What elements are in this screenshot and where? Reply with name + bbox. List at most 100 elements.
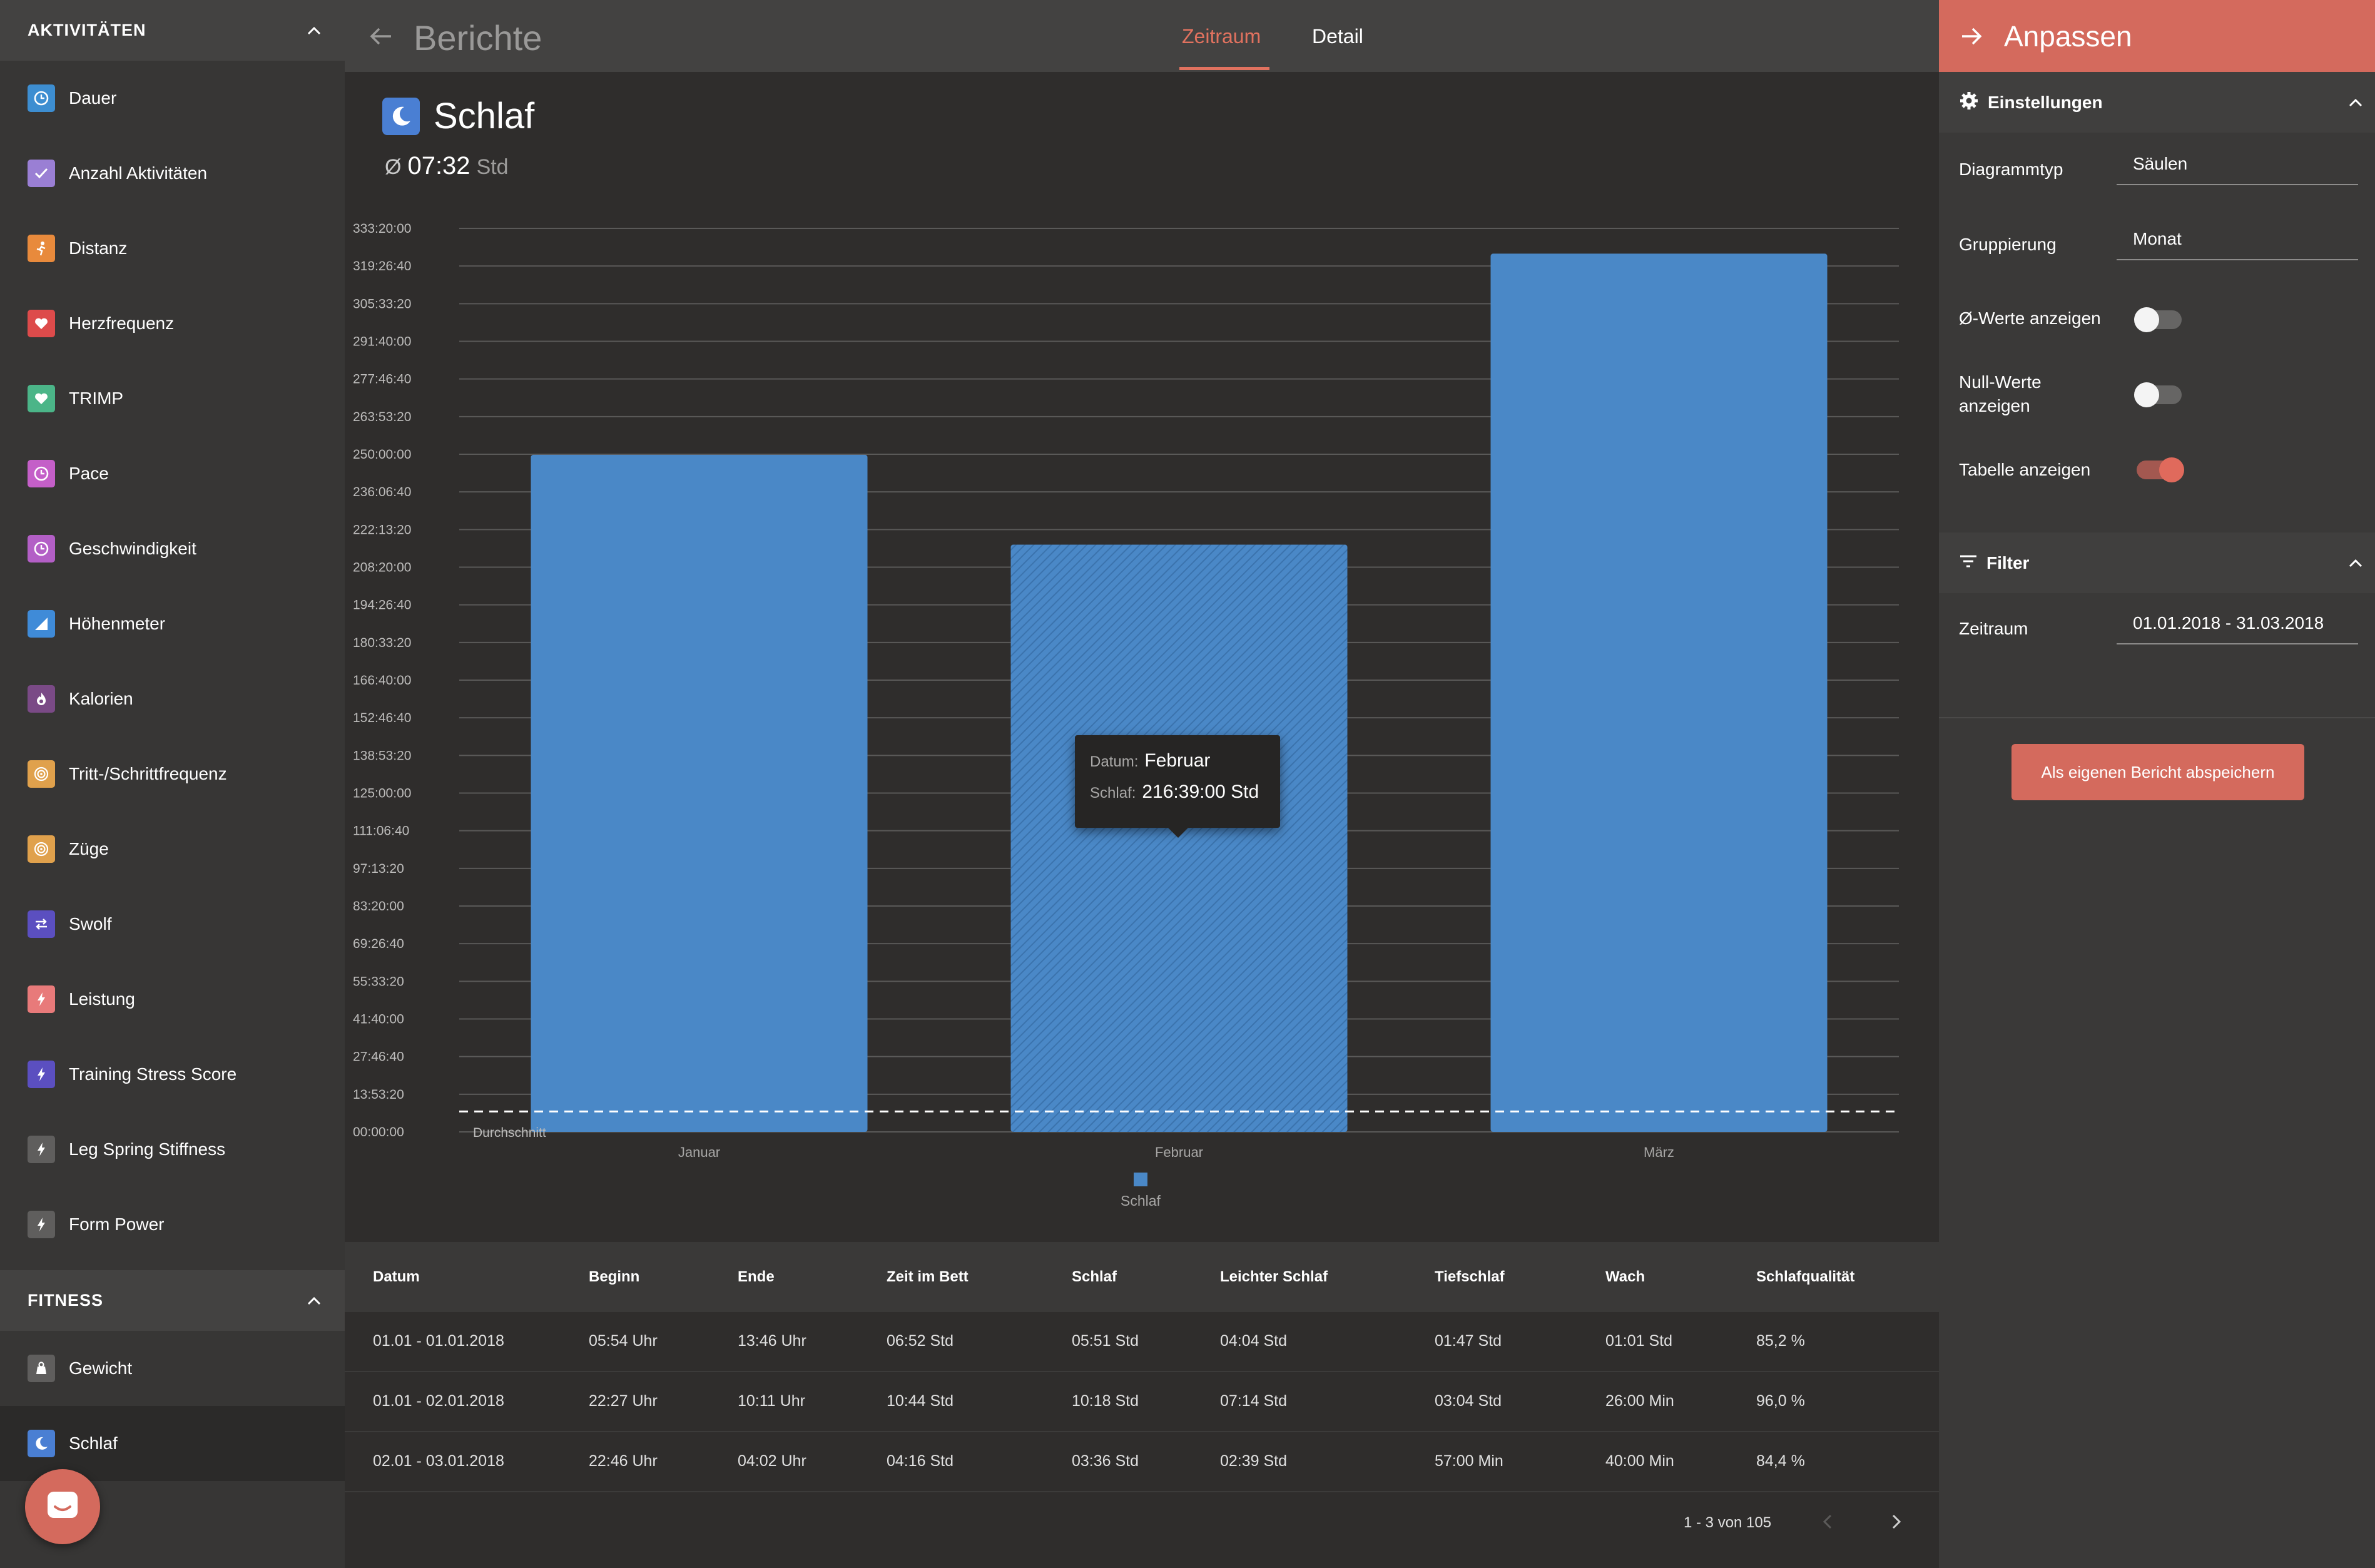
tab-zeitraum[interactable]: Zeitraum	[1182, 25, 1261, 48]
column-header[interactable]: Datum	[373, 1268, 420, 1285]
column-header[interactable]: Schlaf	[1072, 1268, 1117, 1285]
y-tick-label: 208:20:00	[353, 561, 411, 575]
sidebar-item-label: Geschwindigkeit	[69, 539, 196, 558]
table-cell: 26:00 Min	[1605, 1392, 1674, 1410]
table-cell: 13:46 Uhr	[738, 1332, 806, 1350]
table-cell: 22:46 Uhr	[589, 1452, 658, 1470]
sidebar-item-dauer[interactable]: Dauer	[0, 61, 345, 136]
column-header[interactable]: Ende	[738, 1268, 775, 1285]
table-cell: 85,2 %	[1756, 1332, 1805, 1350]
bar-märz[interactable]	[1490, 253, 1828, 1132]
grouping-select[interactable]: Monat	[2117, 219, 2358, 260]
chevron-up-icon[interactable]	[2346, 554, 2365, 573]
diagram-type-label: Diagrammtyp	[1959, 160, 2063, 179]
sidebar-item-höhenmeter[interactable]: Höhenmeter	[0, 586, 345, 661]
table-row[interactable]: 01.01 - 01.01.2018 05:54 Uhr 13:46 Uhr 06:5…	[345, 1312, 1939, 1372]
panel-divider	[1939, 717, 2375, 718]
average-summary: Ø 07:32 Std	[385, 152, 509, 180]
sidebar-item-tritt-schrittfrequenz[interactable]: Tritt-/Schrittfrequenz	[0, 736, 345, 812]
chevron-up-icon[interactable]	[305, 21, 323, 40]
settings-section-header[interactable]: Einstellungen	[1939, 72, 2375, 133]
column-header[interactable]: Wach	[1605, 1268, 1645, 1285]
show-table-toggle[interactable]	[2137, 457, 2184, 482]
column-header[interactable]: Schlafqualität	[1756, 1268, 1855, 1285]
chevron-up-icon[interactable]	[2346, 93, 2365, 112]
moon-icon	[382, 97, 420, 135]
fitness-list: Gewicht Schlaf	[0, 1331, 345, 1481]
sidebar-item-form-power[interactable]: Form Power	[0, 1187, 345, 1262]
sidebar-item-züge[interactable]: Züge	[0, 812, 345, 887]
lightning-icon	[28, 1061, 55, 1088]
bar-januar[interactable]	[531, 454, 868, 1132]
column-header[interactable]: Tiefschlaf	[1435, 1268, 1505, 1285]
sidebar-item-label: Swolf	[69, 914, 112, 934]
table-cell: 01:47 Std	[1435, 1332, 1502, 1350]
period-input[interactable]: 01.01.2018 - 31.03.2018	[2117, 603, 2358, 644]
active-tab-indicator	[1179, 67, 1269, 70]
data-table: Datum Beginn Ende Zeit im Bett Schlaf Leichte…	[345, 1242, 1939, 1568]
sidebar-item-trimp[interactable]: TRIMP	[0, 361, 345, 436]
y-tick-label: 291:40:00	[353, 335, 411, 349]
table-row[interactable]: 01.01 - 02.01.2018 22:27 Uhr 10:11 Uhr 10:4…	[345, 1372, 1939, 1432]
column-header[interactable]: Leichter Schlaf	[1220, 1268, 1328, 1285]
settings-title: Einstellungen	[1988, 92, 2103, 112]
grouping-label: Gruppierung	[1959, 235, 2057, 254]
sidebar-item-distanz[interactable]: Distanz	[0, 211, 345, 286]
sidebar-item-label: Anzahl Aktivitäten	[69, 163, 208, 183]
chevron-up-icon[interactable]	[305, 1291, 323, 1310]
y-tick-label: 277:46:40	[353, 372, 411, 387]
y-tick-label: 152:46:40	[353, 711, 411, 725]
sidebar-item-swolf[interactable]: Swolf	[0, 887, 345, 962]
y-tick-label: 236:06:40	[353, 485, 411, 499]
sidebar-item-training-stress-score[interactable]: Training Stress Score	[0, 1037, 345, 1112]
sidebar-item-geschwindigkeit[interactable]: Geschwindigkeit	[0, 511, 345, 586]
y-tick-label: 194:26:40	[353, 598, 411, 613]
table-cell: 06:52 Std	[887, 1332, 954, 1350]
y-tick-label: 41:40:00	[353, 1012, 404, 1027]
filter-icon	[1959, 554, 1978, 572]
sidebar-item-label: Form Power	[69, 1214, 165, 1234]
chevron-left-icon[interactable]	[1815, 1509, 1840, 1534]
column-header[interactable]: Beginn	[589, 1268, 640, 1285]
sidebar-item-leg-spring-stiffness[interactable]: Leg Spring Stiffness	[0, 1112, 345, 1187]
chevron-right-icon[interactable]	[1884, 1509, 1909, 1534]
table-header: Datum Beginn Ende Zeit im Bett Schlaf Leichte…	[345, 1242, 1939, 1312]
toggle-knob	[2134, 307, 2159, 332]
save-report-button[interactable]: Als eigenen Bericht abspeichern	[2011, 744, 2304, 800]
sidebar-item-kalorien[interactable]: Kalorien	[0, 661, 345, 736]
tab-detail[interactable]: Detail	[1312, 25, 1363, 48]
back-arrow-icon[interactable]	[364, 19, 399, 54]
y-tick-label: 97:13:20	[353, 862, 404, 876]
table-cell: 03:36 Std	[1072, 1452, 1139, 1470]
sidebar-item-schlaf[interactable]: Schlaf	[0, 1406, 345, 1481]
fitness-section-header[interactable]: FITNESS	[0, 1270, 345, 1331]
x-category-label: Februar	[1155, 1144, 1203, 1160]
sidebar-item-label: Dauer	[69, 88, 117, 108]
pagination-info: 1 - 3 von 105	[1684, 1514, 1772, 1531]
clock-icon	[28, 535, 55, 563]
average-symbol: Ø	[385, 155, 402, 179]
sidebar-item-herzfrequenz[interactable]: Herzfrequenz	[0, 286, 345, 361]
sidebar-item-label: Leistung	[69, 989, 135, 1009]
table-row[interactable]: 02.01 - 03.01.2018 22:46 Uhr 04:02 Uhr 04:1…	[345, 1432, 1939, 1492]
sidebar-item-label: TRIMP	[69, 389, 124, 408]
arrow-right-icon[interactable]	[1958, 23, 1985, 50]
diagram-type-select[interactable]: Säulen	[2117, 144, 2358, 185]
sidebar-item-pace[interactable]: Pace	[0, 436, 345, 511]
chart-legend[interactable]: Schlaf	[1121, 1173, 1161, 1209]
activities-section-header[interactable]: AKTIVITÄTEN	[0, 0, 345, 61]
bar-februar[interactable]	[1010, 544, 1348, 1132]
chat-bubble-icon[interactable]	[25, 1469, 100, 1544]
show-null-toggle[interactable]	[2134, 382, 2182, 407]
sidebar-item-leistung[interactable]: Leistung	[0, 962, 345, 1037]
y-tick-label: 250:00:00	[353, 447, 411, 462]
sidebar-item-anzahl-aktivitäten[interactable]: Anzahl Aktivitäten	[0, 136, 345, 211]
elevation-icon	[28, 610, 55, 638]
sidebar-item-gewicht[interactable]: Gewicht	[0, 1331, 345, 1406]
checkmark-icon	[28, 160, 55, 187]
sidebar-item-label: Herzfrequenz	[69, 313, 175, 333]
filter-section-header[interactable]: Filter	[1939, 532, 2375, 593]
show-average-toggle[interactable]	[2134, 307, 2182, 332]
lightning-icon	[28, 985, 55, 1013]
column-header[interactable]: Zeit im Bett	[887, 1268, 969, 1285]
